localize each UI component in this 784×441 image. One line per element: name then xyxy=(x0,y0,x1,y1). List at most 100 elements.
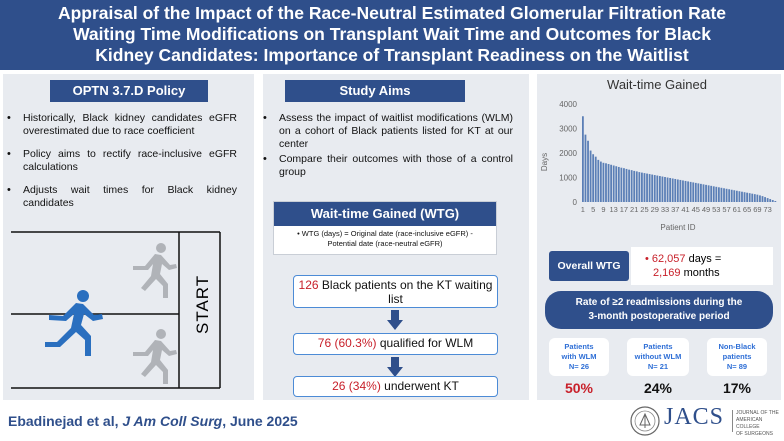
flow-text: qualified for WLM xyxy=(376,336,474,350)
stat-without-wlm: 24% xyxy=(643,380,673,396)
chart-bar xyxy=(594,156,597,202)
chart-title: Wait-time Gained xyxy=(607,77,707,92)
flow-step-3: 26 (34%) underwent KT xyxy=(293,376,498,397)
journal-subtitle-line: AMERICAN COLLEGE xyxy=(736,417,763,430)
citation: Ebadinejad et al, J Am Coll Surg, June 2… xyxy=(8,413,298,429)
chart-bar xyxy=(743,192,746,202)
group-count: N= 26 xyxy=(568,362,590,371)
overall-months-number: 2,169 xyxy=(653,267,681,279)
group-label: patients xyxy=(722,352,752,361)
group-label: Non-Black xyxy=(718,342,756,351)
runner-icon-grey-top xyxy=(133,243,177,298)
chart-bar xyxy=(748,193,751,202)
chart-xtick: 1 xyxy=(581,205,585,214)
down-arrow-icon xyxy=(387,357,403,377)
chart-bar xyxy=(633,170,636,202)
chart-bar xyxy=(587,140,589,202)
chart-bar xyxy=(589,150,592,202)
chart-bar xyxy=(661,176,664,202)
chart-bar xyxy=(671,178,674,202)
aims-bullet: Compare their outcomes with those of a c… xyxy=(261,153,513,179)
chart-bar xyxy=(630,170,633,202)
chart-bar xyxy=(625,168,628,202)
chart-ytick: 1000 xyxy=(559,174,577,183)
flow-step-2: 76 (60.3%) qualified for WLM xyxy=(293,333,498,355)
stat-with-wlm: 50% xyxy=(564,380,594,396)
wtg-box: Wait-time Gained (WTG) • WTG (days) = Or… xyxy=(273,201,497,255)
group-count: N= 89 xyxy=(726,362,748,371)
runner-icon-grey-bottom xyxy=(133,329,177,384)
chart-xtick: 65 xyxy=(743,205,751,214)
chart-bar xyxy=(610,164,613,202)
aims-bullet: Assess the impact of waitlist modificati… xyxy=(261,112,513,151)
title-line-3: Kidney Candidates: Importance of Transpl… xyxy=(95,45,689,65)
chart-xtick: 25 xyxy=(640,205,648,214)
chart-xtick: 45 xyxy=(692,205,700,214)
overall-days-text: days = xyxy=(685,253,722,265)
flow-text: underwent KT xyxy=(380,379,459,393)
overall-wtg-value: • 62,057 days = 2,169 months xyxy=(631,247,773,285)
chart-bar xyxy=(648,174,651,202)
chart-bar xyxy=(761,196,764,202)
chart-bar xyxy=(623,168,625,202)
chart-xtick: 73 xyxy=(763,205,771,214)
group-non-black: Non-Black patients N= 89 xyxy=(707,338,767,376)
chart-bar xyxy=(582,116,584,202)
flow-step-1: 126 Black patients on the KT waiting lis… xyxy=(293,275,498,308)
overall-days-number: 62,057 xyxy=(651,253,686,265)
chart-xtick: 17 xyxy=(620,205,628,214)
chart-bar xyxy=(682,180,684,202)
runner-icon-blue xyxy=(45,290,103,356)
chart-bar xyxy=(687,181,689,202)
chart-bar xyxy=(628,169,630,202)
chart-bar xyxy=(592,154,595,202)
chart-bar xyxy=(738,191,741,202)
policy-bullet: Policy aims to rectify race-inclusive eG… xyxy=(5,148,237,174)
readmission-title-line: 3-month postoperative period xyxy=(588,311,730,322)
chart-bar xyxy=(756,194,759,202)
chart-bar xyxy=(723,188,725,202)
jacs-logo-text: JACS xyxy=(664,404,725,430)
overall-months-text: months xyxy=(680,267,720,279)
group-label: Patients xyxy=(643,342,673,351)
chart-bar xyxy=(766,198,769,202)
chart-bar xyxy=(612,165,615,202)
chart-bar xyxy=(707,185,710,202)
chart-bar xyxy=(705,184,707,202)
chart-bar xyxy=(599,161,602,202)
chart-bar xyxy=(658,176,661,202)
chart-xtick: 57 xyxy=(722,205,730,214)
journal-subtitle-line: OF SURGEONS xyxy=(736,431,773,437)
chart-bar xyxy=(730,189,733,202)
chart-bar xyxy=(764,197,766,202)
chart-bar xyxy=(679,179,682,202)
chart-bar xyxy=(774,201,777,202)
flow-text: Black patients on the KT waiting list xyxy=(318,278,493,306)
chart-bar xyxy=(643,173,646,202)
wtg-definition: • WTG (days) = Original date (race-inclu… xyxy=(297,229,473,248)
wait-time-chart: Wait-time Gained Days Patient ID 4000 300… xyxy=(540,77,777,232)
chart-xtick: 5 xyxy=(591,205,595,214)
chart-ytick: 3000 xyxy=(559,125,577,134)
policy-bullet: Historically, Black kidney candidates eG… xyxy=(5,112,237,138)
group-label: with WLM xyxy=(561,352,597,361)
title-line-2: Waiting Time Modifications on Transplant… xyxy=(73,24,711,44)
chart-ytick: 2000 xyxy=(559,149,577,158)
group-count: N= 21 xyxy=(647,362,669,371)
acs-seal-logo-icon xyxy=(630,406,660,436)
chart-bar xyxy=(712,186,715,202)
chart-bar xyxy=(666,177,669,202)
chart-bar xyxy=(715,186,718,202)
readmission-title: Rate of ≥2 readmissions during the 3-mon… xyxy=(545,291,773,329)
chart-ylabel: Days xyxy=(540,153,549,171)
chart-bar xyxy=(689,181,692,202)
start-label: START xyxy=(193,274,212,334)
chart-bar xyxy=(597,159,600,202)
chart-ytick: 0 xyxy=(573,198,578,207)
chart-bar xyxy=(702,184,705,202)
readmission-title-line: Rate of ≥2 readmissions during the xyxy=(575,297,743,308)
chart-bar xyxy=(733,190,736,202)
journal-subtitle: JOURNAL OF THE AMERICAN COLLEGE OF SURGE… xyxy=(736,410,784,438)
aims-bullets: Assess the impact of waitlist modificati… xyxy=(261,112,513,189)
chart-xtick: 21 xyxy=(630,205,638,214)
